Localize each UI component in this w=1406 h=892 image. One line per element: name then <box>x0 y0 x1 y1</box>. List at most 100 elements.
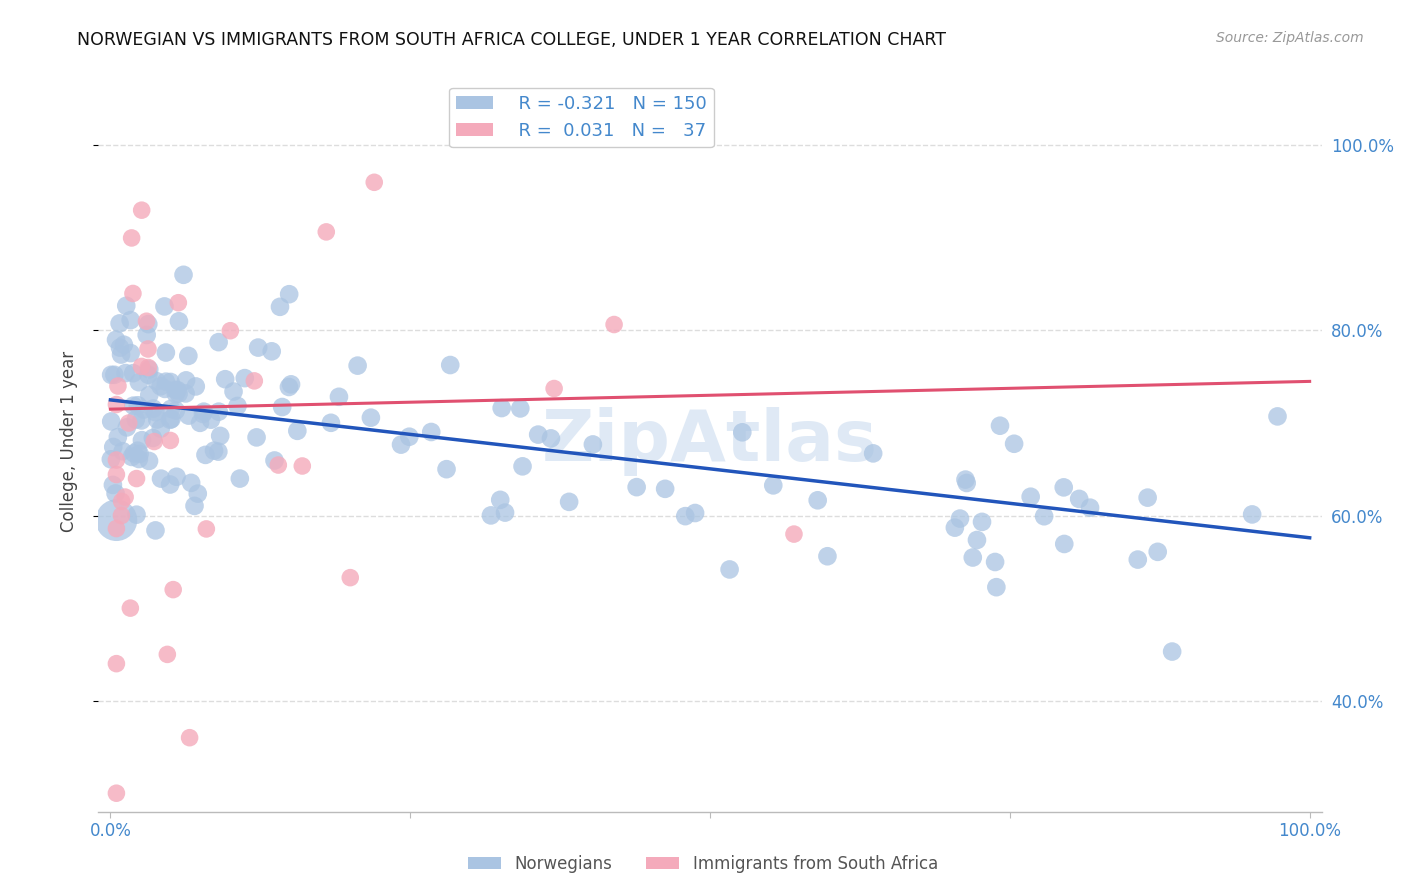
Point <box>131 359 153 374</box>
Point <box>328 390 350 404</box>
Point <box>193 405 215 419</box>
Point <box>155 345 177 359</box>
Point <box>970 515 993 529</box>
Point <box>207 444 229 458</box>
Point <box>1126 552 1149 566</box>
Point <box>389 437 412 451</box>
Point <box>120 601 142 615</box>
Point <box>654 482 676 496</box>
Point <box>122 286 145 301</box>
Point <box>673 509 696 524</box>
Point <box>153 300 176 314</box>
Point <box>184 379 207 393</box>
Point <box>111 494 134 508</box>
Point <box>105 453 128 467</box>
Point <box>110 347 132 361</box>
Point <box>187 486 209 500</box>
Point <box>146 412 169 426</box>
Point <box>159 434 181 448</box>
Point <box>166 383 188 397</box>
Point <box>1069 491 1091 506</box>
Point <box>142 401 165 416</box>
Point <box>219 324 242 338</box>
Point <box>245 430 267 444</box>
Point <box>346 359 368 373</box>
Point <box>1033 509 1056 524</box>
Point <box>103 440 125 454</box>
Point <box>135 327 157 342</box>
Point <box>489 492 512 507</box>
Point <box>817 549 839 564</box>
Point <box>278 380 301 394</box>
Point <box>491 401 513 415</box>
Point <box>120 346 142 360</box>
Point <box>285 424 308 438</box>
Point <box>156 648 179 662</box>
Point <box>104 486 127 500</box>
Point <box>1161 644 1184 658</box>
Point <box>195 522 218 536</box>
Point <box>214 372 236 386</box>
Point <box>267 458 290 472</box>
Point <box>494 506 516 520</box>
Point <box>115 299 138 313</box>
Point <box>149 421 172 435</box>
Point <box>159 375 181 389</box>
Point <box>247 341 270 355</box>
Point <box>626 480 648 494</box>
Point <box>398 430 420 444</box>
Point <box>100 414 122 428</box>
Point <box>339 571 361 585</box>
Point <box>128 452 150 467</box>
Point <box>107 379 129 393</box>
Point <box>167 386 190 401</box>
Point <box>208 335 231 350</box>
Point <box>962 550 984 565</box>
Point <box>105 513 128 527</box>
Point <box>260 344 283 359</box>
Point <box>1136 491 1159 505</box>
Point <box>167 295 190 310</box>
Point <box>183 499 205 513</box>
Point <box>136 360 159 375</box>
Point <box>167 314 190 328</box>
Point <box>143 434 166 449</box>
Point <box>155 375 177 389</box>
Point <box>177 409 200 423</box>
Point <box>125 412 148 426</box>
Legend: Norwegians, Immigrants from South Africa: Norwegians, Immigrants from South Africa <box>461 848 945 880</box>
Point <box>986 580 1008 594</box>
Point <box>540 431 562 445</box>
Point <box>479 508 502 523</box>
Point <box>1267 409 1289 424</box>
Point <box>112 337 135 351</box>
Point <box>718 562 741 576</box>
Point <box>149 379 172 393</box>
Point <box>107 430 129 444</box>
Point <box>188 416 211 430</box>
Point <box>127 443 149 458</box>
Point <box>943 521 966 535</box>
Point <box>1146 545 1168 559</box>
Point <box>360 410 382 425</box>
Point <box>162 582 184 597</box>
Point <box>131 413 153 427</box>
Point <box>101 478 124 492</box>
Point <box>1241 508 1264 522</box>
Point <box>159 477 181 491</box>
Point <box>319 416 342 430</box>
Point <box>509 401 531 416</box>
Point <box>179 731 201 745</box>
Point <box>1019 490 1042 504</box>
Point <box>202 443 225 458</box>
Point <box>138 362 160 376</box>
Point <box>138 368 160 382</box>
Point <box>128 447 150 461</box>
Point <box>108 317 131 331</box>
Point <box>105 522 128 536</box>
Point <box>315 225 337 239</box>
Point <box>114 490 136 504</box>
Point <box>226 399 249 413</box>
Point <box>127 398 149 412</box>
Point <box>115 420 138 434</box>
